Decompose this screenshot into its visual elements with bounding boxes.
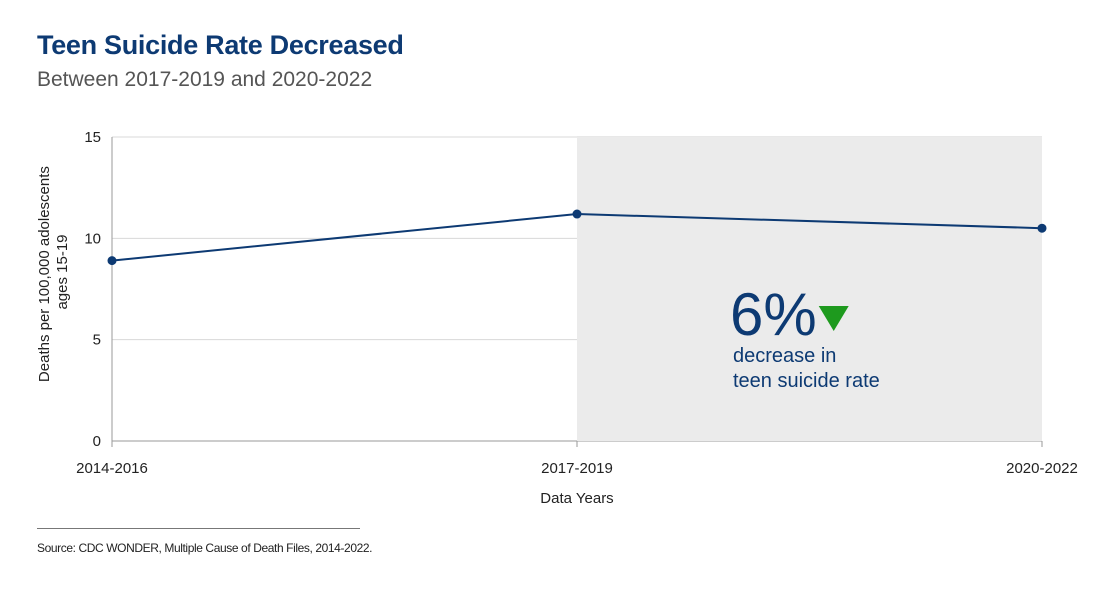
y-tick-label-10: 10 [84,230,101,247]
decrease-callout: 6% decrease in teen suicide rate [730,281,880,392]
y-axis-title-line-2: ages 15-19 [54,234,71,309]
y-tick-label-0: 0 [93,433,101,450]
data-point [1037,223,1047,233]
callout-percent: 6% [730,281,817,348]
y-tick-label-5: 5 [93,332,101,349]
shaded-period-region [577,137,1042,441]
data-point [107,256,117,266]
x-tick-label: 2020-2022 [1006,460,1078,477]
x-tick-label: 2017-2019 [541,460,613,477]
y-tick-label-15: 15 [84,129,101,146]
callout-text-line-2: teen suicide rate [733,370,880,392]
callout-text-line-1: decrease in [733,345,836,367]
y-axis-title-line-1: Deaths per 100,000 adolescents [36,166,53,382]
data-points [107,209,1047,266]
x-axis-title: Data Years [540,490,613,507]
data-point [572,209,582,219]
source-note: Source: CDC WONDER, Multiple Cause of De… [37,541,373,555]
footer-divider [37,528,360,529]
chart-subtitle: Between 2017-2019 and 2020-2022 [37,68,373,91]
y-axis-title: Deaths per 100,000 adolescents ages 15-1… [36,162,71,382]
x-axis-ticks: 2014-2016 2017-2019 2020-2022 [76,441,1078,477]
chart-title: Teen Suicide Rate Decreased [37,30,404,60]
down-triangle-icon [818,306,849,331]
x-tick-label: 2014-2016 [76,460,148,477]
y-axis-ticks: 0 5 10 15 [84,129,101,450]
line-chart: 0 5 10 15 2014-2016 2017-2019 2020-2022 Data … [36,129,1078,507]
